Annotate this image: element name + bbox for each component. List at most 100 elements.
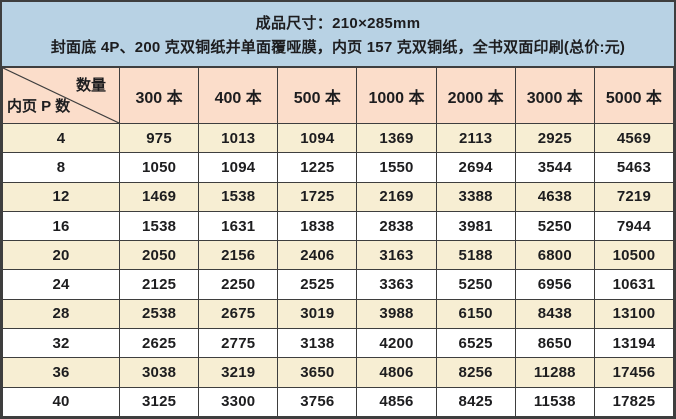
price-cell: 8425 (435, 386, 516, 417)
table-row: 4 975 1013 1094 1369 2113 2925 4569 (2, 122, 674, 154)
table-row: 8 1050 1094 1225 1550 2694 3544 5463 (2, 152, 674, 183)
price-cell: 3300 (198, 386, 279, 417)
price-cell: 2050 (118, 240, 200, 271)
diagonal-divider-line (3, 68, 119, 123)
price-cell: 2125 (118, 269, 200, 300)
pages-cell: 12 (2, 181, 120, 212)
price-cell: 5250 (435, 269, 516, 300)
price-cell: 1550 (356, 152, 437, 183)
price-cell: 1225 (277, 152, 358, 183)
price-cell: 2838 (356, 210, 437, 242)
price-cell: 8256 (435, 357, 516, 388)
column-header: 300 本 (118, 67, 200, 124)
price-cell: 3981 (435, 210, 516, 242)
price-cell: 2775 (198, 328, 279, 359)
price-cell: 2625 (118, 328, 200, 359)
column-header: 5000 本 (593, 67, 674, 124)
price-cell: 11538 (514, 386, 595, 417)
pages-cell: 40 (2, 386, 120, 417)
price-cell: 2925 (514, 122, 595, 154)
pages-cell: 36 (2, 357, 120, 388)
table-header: 数量 内页 P 数 300 本 400 本 500 本 1000 本 2000 本 300… (2, 67, 674, 124)
pages-cell: 24 (2, 269, 120, 300)
price-cell: 1094 (198, 152, 279, 183)
price-cell: 1369 (356, 122, 437, 154)
price-cell: 5463 (593, 152, 674, 183)
price-table: 数量 内页 P 数 300 本 400 本 500 本 1000 本 2000 本 300… (2, 67, 674, 417)
price-cell: 3388 (435, 181, 516, 212)
pages-cell: 28 (2, 298, 120, 330)
table-row: 16 1538 1631 1838 2838 3981 5250 7944 (2, 210, 674, 242)
price-cell: 1469 (118, 181, 200, 212)
price-cell: 5188 (435, 240, 516, 271)
price-cell: 13194 (593, 328, 674, 359)
column-header: 400 本 (198, 67, 279, 124)
column-header: 500 本 (277, 67, 358, 124)
pages-cell: 8 (2, 152, 120, 183)
table-row: 40 3125 3300 3756 4856 8425 11538 17825 (2, 386, 674, 417)
price-cell: 2169 (356, 181, 437, 212)
header-row: 数量 内页 P 数 300 本 400 本 500 本 1000 本 2000 本 300… (2, 67, 674, 124)
table-row: 12 1469 1538 1725 2169 3388 4638 7219 (2, 181, 674, 212)
price-cell: 10500 (593, 240, 674, 271)
price-cell: 1538 (198, 181, 279, 212)
table-body: 4 975 1013 1094 1369 2113 2925 4569 8 1050 1094 122… (2, 122, 674, 417)
price-cell: 4806 (356, 357, 437, 388)
pages-cell: 20 (2, 240, 120, 271)
price-cell: 4569 (593, 122, 674, 154)
price-cell: 1838 (277, 210, 358, 242)
price-cell: 6956 (514, 269, 595, 300)
corner-header-cell: 数量 内页 P 数 (2, 67, 120, 124)
table-row: 28 2538 2675 3019 3988 6150 8438 13100 (2, 298, 674, 330)
price-cell: 17825 (593, 386, 674, 417)
price-cell: 6800 (514, 240, 595, 271)
table-row: 20 2050 2156 2406 3163 5188 6800 10500 (2, 240, 674, 271)
price-cell: 3163 (356, 240, 437, 271)
price-cell: 6150 (435, 298, 516, 330)
price-cell: 3756 (277, 386, 358, 417)
price-cell: 7944 (593, 210, 674, 242)
price-cell: 2694 (435, 152, 516, 183)
price-cell: 4200 (356, 328, 437, 359)
table-row: 32 2625 2775 3138 4200 6525 8650 13194 (2, 328, 674, 359)
price-cell: 5250 (514, 210, 595, 242)
column-header: 2000 本 (435, 67, 516, 124)
price-cell: 8438 (514, 298, 595, 330)
price-cell: 1094 (277, 122, 358, 154)
price-cell: 1050 (118, 152, 200, 183)
price-cell: 2406 (277, 240, 358, 271)
price-cell: 7219 (593, 181, 674, 212)
price-cell: 2525 (277, 269, 358, 300)
table-row: 36 3038 3219 3650 4806 8256 11288 17456 (2, 357, 674, 388)
price-cell: 2675 (198, 298, 279, 330)
price-cell: 1013 (198, 122, 279, 154)
column-header: 3000 本 (514, 67, 595, 124)
price-cell: 3988 (356, 298, 437, 330)
price-cell: 3544 (514, 152, 595, 183)
price-cell: 4638 (514, 181, 595, 212)
table-row: 24 2125 2250 2525 3363 5250 6956 10631 (2, 269, 674, 300)
price-cell: 1538 (118, 210, 200, 242)
price-cell: 17456 (593, 357, 674, 388)
price-cell: 3363 (356, 269, 437, 300)
price-cell: 3038 (118, 357, 200, 388)
price-cell: 1725 (277, 181, 358, 212)
quantity-axis-label: 数量 (75, 77, 106, 94)
price-cell: 3125 (118, 386, 200, 417)
price-cell: 10631 (593, 269, 674, 300)
price-cell: 975 (118, 122, 200, 154)
price-cell: 3138 (277, 328, 358, 359)
price-cell: 3019 (277, 298, 358, 330)
price-cell: 8650 (514, 328, 595, 359)
price-cell: 2538 (118, 298, 200, 330)
pages-axis-label: 内页 P 数 (7, 98, 71, 115)
price-cell: 3219 (198, 357, 279, 388)
price-cell: 11288 (514, 357, 595, 388)
pages-cell: 4 (2, 122, 120, 154)
column-header: 1000 本 (356, 67, 437, 124)
title-banner: 成品尺寸：210×285mm 封面底 4P、200 克双铜纸并单面覆哑膜，内页 … (2, 2, 674, 67)
price-cell: 4856 (356, 386, 437, 417)
price-cell: 13100 (593, 298, 674, 330)
price-cell: 2156 (198, 240, 279, 271)
